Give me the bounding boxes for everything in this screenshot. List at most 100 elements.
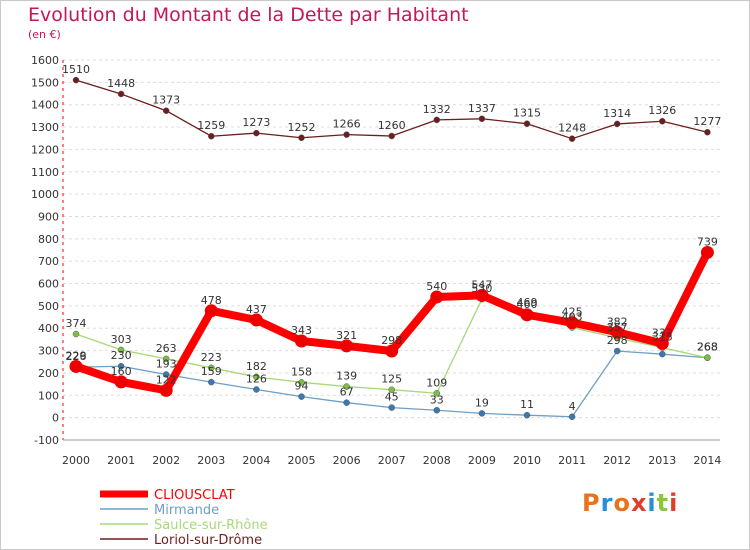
data-point <box>523 120 531 127</box>
data-label: 540 <box>426 280 447 293</box>
data-point <box>249 313 263 327</box>
data-point <box>340 339 354 353</box>
data-label: 1332 <box>423 103 451 116</box>
data-label: 1510 <box>62 63 90 76</box>
data-label: 303 <box>111 333 132 346</box>
data-point <box>162 107 170 114</box>
data-label: 19 <box>475 396 489 409</box>
data-point <box>208 378 215 386</box>
data-point <box>298 379 305 386</box>
y-tick-label: 0 <box>52 412 59 425</box>
data-point <box>478 410 486 417</box>
data-label: 11 <box>520 398 534 411</box>
proxiti-logo: Proxiti <box>582 489 679 517</box>
series-layer <box>69 76 714 421</box>
x-tick-label: 2005 <box>288 454 316 467</box>
data-label: 158 <box>291 365 312 378</box>
data-label: 139 <box>336 370 357 383</box>
data-label: 1315 <box>513 107 541 120</box>
x-tick-label: 2012 <box>603 454 631 467</box>
x-tick-label: 2007 <box>378 454 406 467</box>
data-label: 109 <box>426 376 447 389</box>
unit-label: (en €) <box>28 28 61 41</box>
data-label: 357 <box>607 321 628 334</box>
y-tick-label: 1200 <box>31 143 59 156</box>
data-label: 1260 <box>378 119 406 132</box>
data-label: 547 <box>471 278 492 291</box>
data-point <box>298 134 305 142</box>
y-tick-label: 700 <box>38 255 59 268</box>
data-point <box>430 290 444 304</box>
y-tick-label: 500 <box>38 300 59 313</box>
data-point <box>208 364 215 372</box>
data-label: 223 <box>201 351 222 364</box>
data-point <box>655 336 669 350</box>
y-tick-label: 1500 <box>31 76 59 89</box>
data-point <box>253 129 260 137</box>
data-label: 469 <box>517 296 538 309</box>
data-point <box>433 407 441 414</box>
legend-entry: Saulce-sur-Rhône <box>154 518 268 533</box>
data-point <box>117 346 125 354</box>
data-label: 1277 <box>693 115 721 128</box>
data-point <box>475 288 489 302</box>
data-point <box>343 383 350 390</box>
data-point <box>162 371 170 378</box>
data-point <box>253 373 260 381</box>
data-point <box>659 117 666 125</box>
data-label: 1273 <box>242 116 270 129</box>
data-point <box>114 375 128 389</box>
data-point <box>162 355 170 363</box>
data-label: 230 <box>111 349 132 362</box>
axes: -100 0 100 200 300 400 500 600 700 800 900 1000 1100… <box>31 54 721 467</box>
x-tick-label: 2011 <box>558 454 586 467</box>
data-label: 182 <box>246 360 267 373</box>
data-label: 1337 <box>468 102 496 115</box>
grid <box>63 59 720 441</box>
data-point <box>523 411 531 419</box>
data-point <box>433 390 441 397</box>
data-label: 1326 <box>648 104 676 117</box>
data-label: 268 <box>697 341 718 354</box>
data-point <box>704 354 711 361</box>
y-tick-label: 900 <box>38 210 59 223</box>
data-label: 1266 <box>333 118 361 131</box>
data-label: 343 <box>291 324 312 337</box>
y-tick-label: 300 <box>38 345 59 358</box>
x-tick-label: 2004 <box>242 454 270 467</box>
data-point <box>385 344 399 358</box>
x-tick-label: 2013 <box>648 454 676 467</box>
data-point <box>69 359 83 373</box>
data-point <box>659 350 666 358</box>
legend-entry: CLIOUSCLAT <box>154 488 235 503</box>
y-tick-label: 1600 <box>31 54 59 67</box>
data-label: 739 <box>697 235 718 248</box>
data-point <box>478 115 486 123</box>
data-label: 160 <box>111 365 132 378</box>
x-tick-label: 2003 <box>197 454 225 467</box>
data-label: 4 <box>569 400 576 413</box>
data-point <box>208 132 215 140</box>
y-tick-label: -100 <box>34 434 59 447</box>
y-tick-label: 100 <box>38 389 59 402</box>
data-point <box>704 128 711 136</box>
data-label: 425 <box>562 306 583 319</box>
data-point <box>253 386 260 393</box>
data-point <box>610 325 624 339</box>
data-label: 1252 <box>288 121 316 134</box>
data-label: 382 <box>607 315 628 328</box>
x-tick-label: 2009 <box>468 454 496 467</box>
data-point <box>433 116 441 124</box>
data-label: 1373 <box>152 94 180 107</box>
data-point <box>520 308 534 322</box>
data-labels: 1510 1448 1373 1259 1273 1252 1266 1260 1332 1337… <box>62 63 721 413</box>
data-point <box>613 120 621 128</box>
data-label: 460 <box>517 298 538 311</box>
data-point <box>159 383 173 397</box>
x-tick-label: 2002 <box>152 454 180 467</box>
data-point <box>298 393 305 400</box>
data-label: 67 <box>340 386 354 399</box>
data-label: 268 <box>697 341 718 354</box>
data-point <box>388 386 395 393</box>
